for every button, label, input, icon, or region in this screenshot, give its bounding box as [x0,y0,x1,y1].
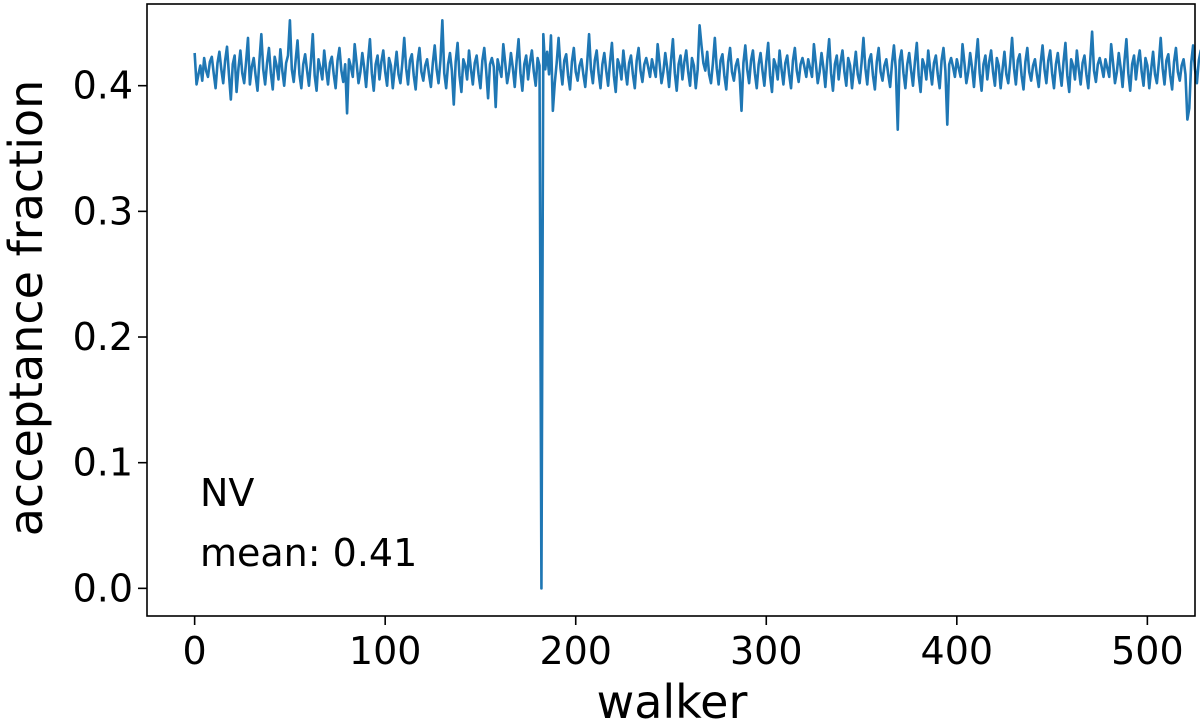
annotation-mean: mean: 0.41 [200,531,417,575]
x-tick-label: 300 [730,629,803,673]
x-tick-label: 500 [1111,629,1184,673]
y-tick-label: 0.0 [73,566,133,610]
series-line-walker-acceptance [193,19,1200,590]
x-tick-label: 200 [539,629,612,673]
axes-frame [146,3,1196,617]
y-tick-label: 0.1 [73,441,133,485]
y-axis-label: acceptance fraction [0,80,53,537]
x-axis-ticks: 0 100 200 300 400 500 [183,616,1184,673]
x-tick-label: 0 [183,629,207,673]
y-axis-ticks: 0.0 0.1 0.2 0.3 0.4 [73,64,147,610]
y-tick-label: 0.3 [73,189,133,233]
x-tick-label: 100 [349,629,422,673]
y-tick-label: 0.2 [73,315,133,359]
x-tick-label: 400 [921,629,994,673]
x-axis-label: walker [597,675,748,725]
plot-area [193,19,1200,590]
annotation-label: NV [200,471,254,515]
y-tick-label: 0.4 [73,64,133,108]
